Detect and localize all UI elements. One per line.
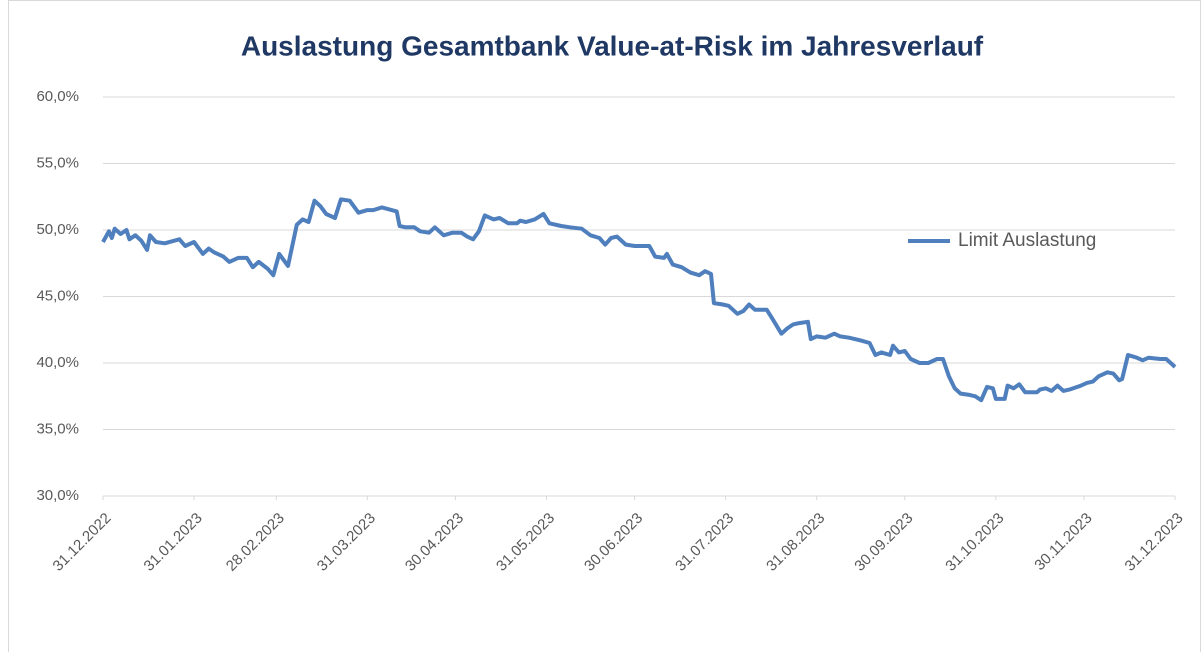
x-tick-label: 28.02.2023 (223, 510, 288, 575)
y-tick-label: 35,0% (36, 420, 79, 437)
x-tick-label: 31.12.2023 (1122, 510, 1187, 575)
y-tick-label: 40,0% (36, 354, 79, 371)
x-tick-label: 31.08.2023 (763, 510, 828, 575)
y-tick-label: 55,0% (36, 154, 79, 171)
y-tick-label: 45,0% (36, 287, 79, 304)
x-tick-label: 31.10.2023 (942, 510, 1007, 575)
x-tick-label: 31.12.2022 (50, 510, 115, 575)
legend-label: Limit Auslastung (958, 230, 1096, 251)
x-tick-label: 30.11.2023 (1031, 510, 1095, 574)
x-tick-label: 30.04.2023 (402, 510, 467, 575)
x-tick-label: 31.07.2023 (672, 510, 737, 575)
data-line (101, 197, 1177, 403)
x-tick-label: 31.05.2023 (493, 510, 558, 575)
chart-border (8, 0, 1201, 652)
x-tick-label: 31.01.2023 (141, 510, 206, 575)
x-tick-label: 31.03.2023 (314, 510, 379, 575)
y-tick-label: 60,0% (36, 88, 79, 105)
y-tick-label: 30,0% (36, 487, 79, 504)
chart-title: Auslastung Gesamtbank Value-at-Risk im J… (241, 30, 984, 61)
y-tick-label: 50,0% (36, 221, 79, 238)
x-tick-label: 30.09.2023 (851, 510, 916, 575)
x-tick-label: 30.06.2023 (581, 510, 646, 575)
